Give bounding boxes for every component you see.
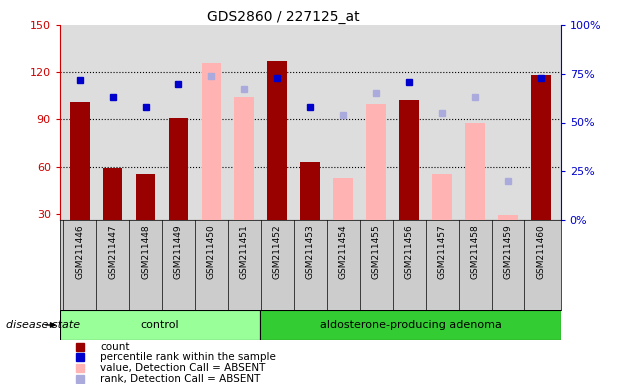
Text: GSM211458: GSM211458: [471, 225, 479, 279]
Text: GSM211447: GSM211447: [108, 225, 117, 279]
Bar: [202, 63, 221, 261]
Text: value, Detection Call = ABSENT: value, Detection Call = ABSENT: [100, 363, 265, 373]
Bar: [399, 101, 419, 261]
Text: percentile rank within the sample: percentile rank within the sample: [100, 352, 276, 362]
Text: GDS2860 / 227125_at: GDS2860 / 227125_at: [207, 10, 360, 23]
Bar: [70, 102, 89, 261]
Text: GSM211446: GSM211446: [75, 225, 84, 279]
Bar: [498, 215, 518, 261]
Bar: [60, 310, 260, 340]
Bar: [333, 177, 353, 261]
Bar: [260, 310, 561, 340]
Bar: [268, 61, 287, 261]
Bar: [103, 168, 122, 261]
Bar: [135, 174, 156, 261]
Text: GSM211459: GSM211459: [503, 225, 512, 279]
Text: disease state: disease state: [6, 320, 81, 330]
Text: GSM211450: GSM211450: [207, 225, 216, 279]
Text: GSM211454: GSM211454: [339, 225, 348, 279]
Text: aldosterone-producing adenoma: aldosterone-producing adenoma: [319, 320, 501, 330]
Text: GSM211448: GSM211448: [141, 225, 150, 279]
Text: GSM211452: GSM211452: [273, 225, 282, 279]
Bar: [234, 97, 255, 261]
Bar: [531, 75, 551, 261]
Text: GSM211460: GSM211460: [536, 225, 546, 279]
Text: GSM211457: GSM211457: [438, 225, 447, 279]
Bar: [366, 104, 386, 261]
Bar: [169, 118, 188, 261]
Text: GSM211456: GSM211456: [404, 225, 414, 279]
Text: GSM211453: GSM211453: [306, 225, 315, 279]
Text: count: count: [100, 342, 129, 352]
Text: control: control: [140, 320, 180, 330]
Text: rank, Detection Call = ABSENT: rank, Detection Call = ABSENT: [100, 374, 260, 384]
Text: GSM211451: GSM211451: [240, 225, 249, 279]
Text: GSM211455: GSM211455: [372, 225, 381, 279]
Bar: [301, 162, 320, 261]
Text: GSM211449: GSM211449: [174, 225, 183, 279]
Bar: [465, 122, 485, 261]
Bar: [432, 174, 452, 261]
